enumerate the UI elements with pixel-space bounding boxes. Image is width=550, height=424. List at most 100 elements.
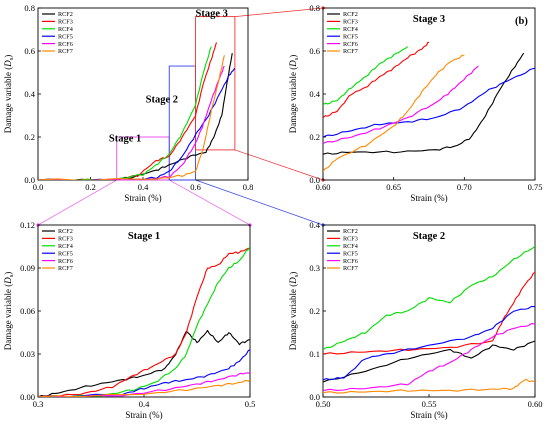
x-tick-label: 0.2 (85, 182, 96, 192)
y-tick-label: 0.2 (309, 132, 320, 142)
legend-label-rcf4: RCF4 (343, 243, 358, 250)
stage-annotation: Stage 2 (146, 95, 178, 106)
series-line-rcf2 (38, 329, 250, 397)
y-tick-label: 0.03 (20, 349, 35, 359)
series-group (323, 246, 535, 394)
y-tick-label: 0.00 (20, 392, 35, 402)
x-tick-label: 0.55 (422, 399, 437, 409)
legend-label-rcf3: RCF3 (343, 19, 358, 26)
y-tick-label: 0.8 (309, 3, 320, 13)
series-line-rcf5 (323, 305, 535, 381)
connector-stage-2 (195, 179, 324, 226)
series-line-rcf3 (323, 41, 430, 119)
y-tick-label: 0.0 (309, 392, 320, 402)
chart-panel-c: 0.3 0.4 0.5 0.00 0.03 0.06 0.09 0.12 Strain (%) D… (3, 220, 255, 420)
panel-label: (b) (515, 16, 528, 27)
legend-label-rcf6: RCF6 (58, 258, 73, 265)
y-tick-label: 0.3 (309, 263, 320, 273)
panel-title: Stage 2 (413, 231, 445, 242)
legend-label-rcf6: RCF6 (343, 258, 358, 265)
zoom-box-stage-3 (195, 16, 236, 151)
legend-label-rcf5: RCF5 (343, 250, 358, 257)
series-line-rcf7 (323, 378, 535, 394)
connector-stage-1 (169, 179, 251, 226)
x-tick-label: 0.0 (33, 182, 44, 192)
legend-label-rcf7: RCF7 (58, 265, 73, 272)
series-line-rcf4 (38, 46, 212, 180)
series-line-rcf5 (323, 67, 535, 138)
x-tick-label: 0.8 (243, 182, 254, 192)
chart-panel-a: 0.0 0.2 0.4 0.6 0.8 0.0 0.2 0.4 0.6 0.8 Strain (%)… (3, 3, 253, 203)
y-axis-label: Damage variable (Ds) (3, 55, 15, 134)
x-axis-label: Strain (%) (410, 410, 447, 420)
y-tick-label: 0.4 (24, 89, 35, 99)
legend-label-rcf5: RCF5 (58, 33, 73, 40)
y-tick-label: 0.4 (309, 220, 320, 230)
y-tick-label: 0.8 (24, 3, 35, 13)
legend-label-rcf3: RCF3 (58, 236, 73, 243)
x-axis-label: Strain (%) (410, 193, 447, 203)
x-tick-label: 0.70 (457, 182, 472, 192)
legend-label-rcf6: RCF6 (58, 41, 73, 48)
legend-label-rcf7: RCF7 (58, 48, 73, 55)
series-line-rcf2 (323, 52, 525, 155)
x-tick-label: 0.5 (245, 399, 256, 409)
chart-panel-b: 0.60 0.65 0.70 0.75 0.0 0.2 0.4 0.6 0.8 Strain (%… (288, 3, 542, 203)
series-line-rcf6 (323, 65, 479, 144)
series-line-rcf4 (323, 46, 409, 106)
series-line-rcf4 (323, 246, 535, 351)
series-line-rcf5 (38, 349, 250, 397)
chart-panel-d: 0.50 0.55 0.60 0.0 0.1 0.2 0.3 0.4 Strain (%) Dam… (288, 220, 542, 420)
stage-annotation: Stage 3 (196, 9, 228, 20)
series-group (323, 41, 535, 172)
series-line-rcf3 (38, 42, 218, 180)
series-line-rcf6 (38, 372, 250, 397)
legend-label-rcf6: RCF6 (343, 41, 358, 48)
x-tick-label: 0.4 (139, 399, 150, 409)
x-tick-label: 0.75 (528, 182, 543, 192)
legend-label-rcf3: RCF3 (343, 236, 358, 243)
y-tick-label: 0.1 (309, 349, 320, 359)
series-group (38, 42, 236, 180)
x-tick-label: 0.65 (386, 182, 401, 192)
y-axis-label: Damage variable (Ds) (288, 55, 300, 134)
x-tick-label: 0.50 (316, 399, 331, 409)
legend-label-rcf4: RCF4 (58, 243, 73, 250)
series-line-rcf7 (38, 379, 250, 397)
series-line-rcf4 (38, 246, 250, 397)
panel-title: Stage 1 (128, 231, 160, 242)
series-line-rcf3 (323, 271, 535, 355)
y-tick-label: 0.6 (24, 46, 35, 56)
y-tick-label: 0.0 (24, 175, 35, 185)
connector-stage-1 (37, 179, 117, 226)
legend-label-rcf7: RCF7 (343, 48, 358, 55)
legend-label-rcf7: RCF7 (343, 265, 358, 272)
legend-label-rcf2: RCF2 (58, 11, 73, 18)
connector-stage-3 (234, 149, 324, 181)
stage-annotation: Stage 1 (109, 133, 141, 144)
y-axis-label: Damage variable (Ds) (288, 272, 300, 351)
x-axis-label: Strain (%) (125, 410, 162, 420)
y-tick-label: 0.6 (309, 46, 320, 56)
legend-label-rcf5: RCF5 (58, 250, 73, 257)
x-tick-label: 0.60 (528, 399, 543, 409)
chart-panels: 0.0 0.2 0.4 0.6 0.8 0.0 0.2 0.4 0.6 0.8 Strain (%)… (3, 3, 542, 420)
series-line-rcf3 (38, 247, 250, 397)
x-tick-label: 0.6 (190, 182, 201, 192)
y-tick-label: 0.0 (309, 175, 320, 185)
zoom-connectors (36, 6, 325, 227)
legend-label-rcf2: RCF2 (343, 228, 358, 235)
y-tick-label: 0.09 (20, 263, 35, 273)
series-line-rcf5 (38, 67, 236, 180)
series-group (38, 246, 250, 397)
y-tick-label: 0.4 (309, 89, 320, 99)
series-line-rcf7 (323, 54, 465, 172)
legend-label-rcf2: RCF2 (343, 11, 358, 18)
y-tick-label: 0.06 (20, 306, 35, 316)
y-tick-label: 0.2 (24, 132, 35, 142)
